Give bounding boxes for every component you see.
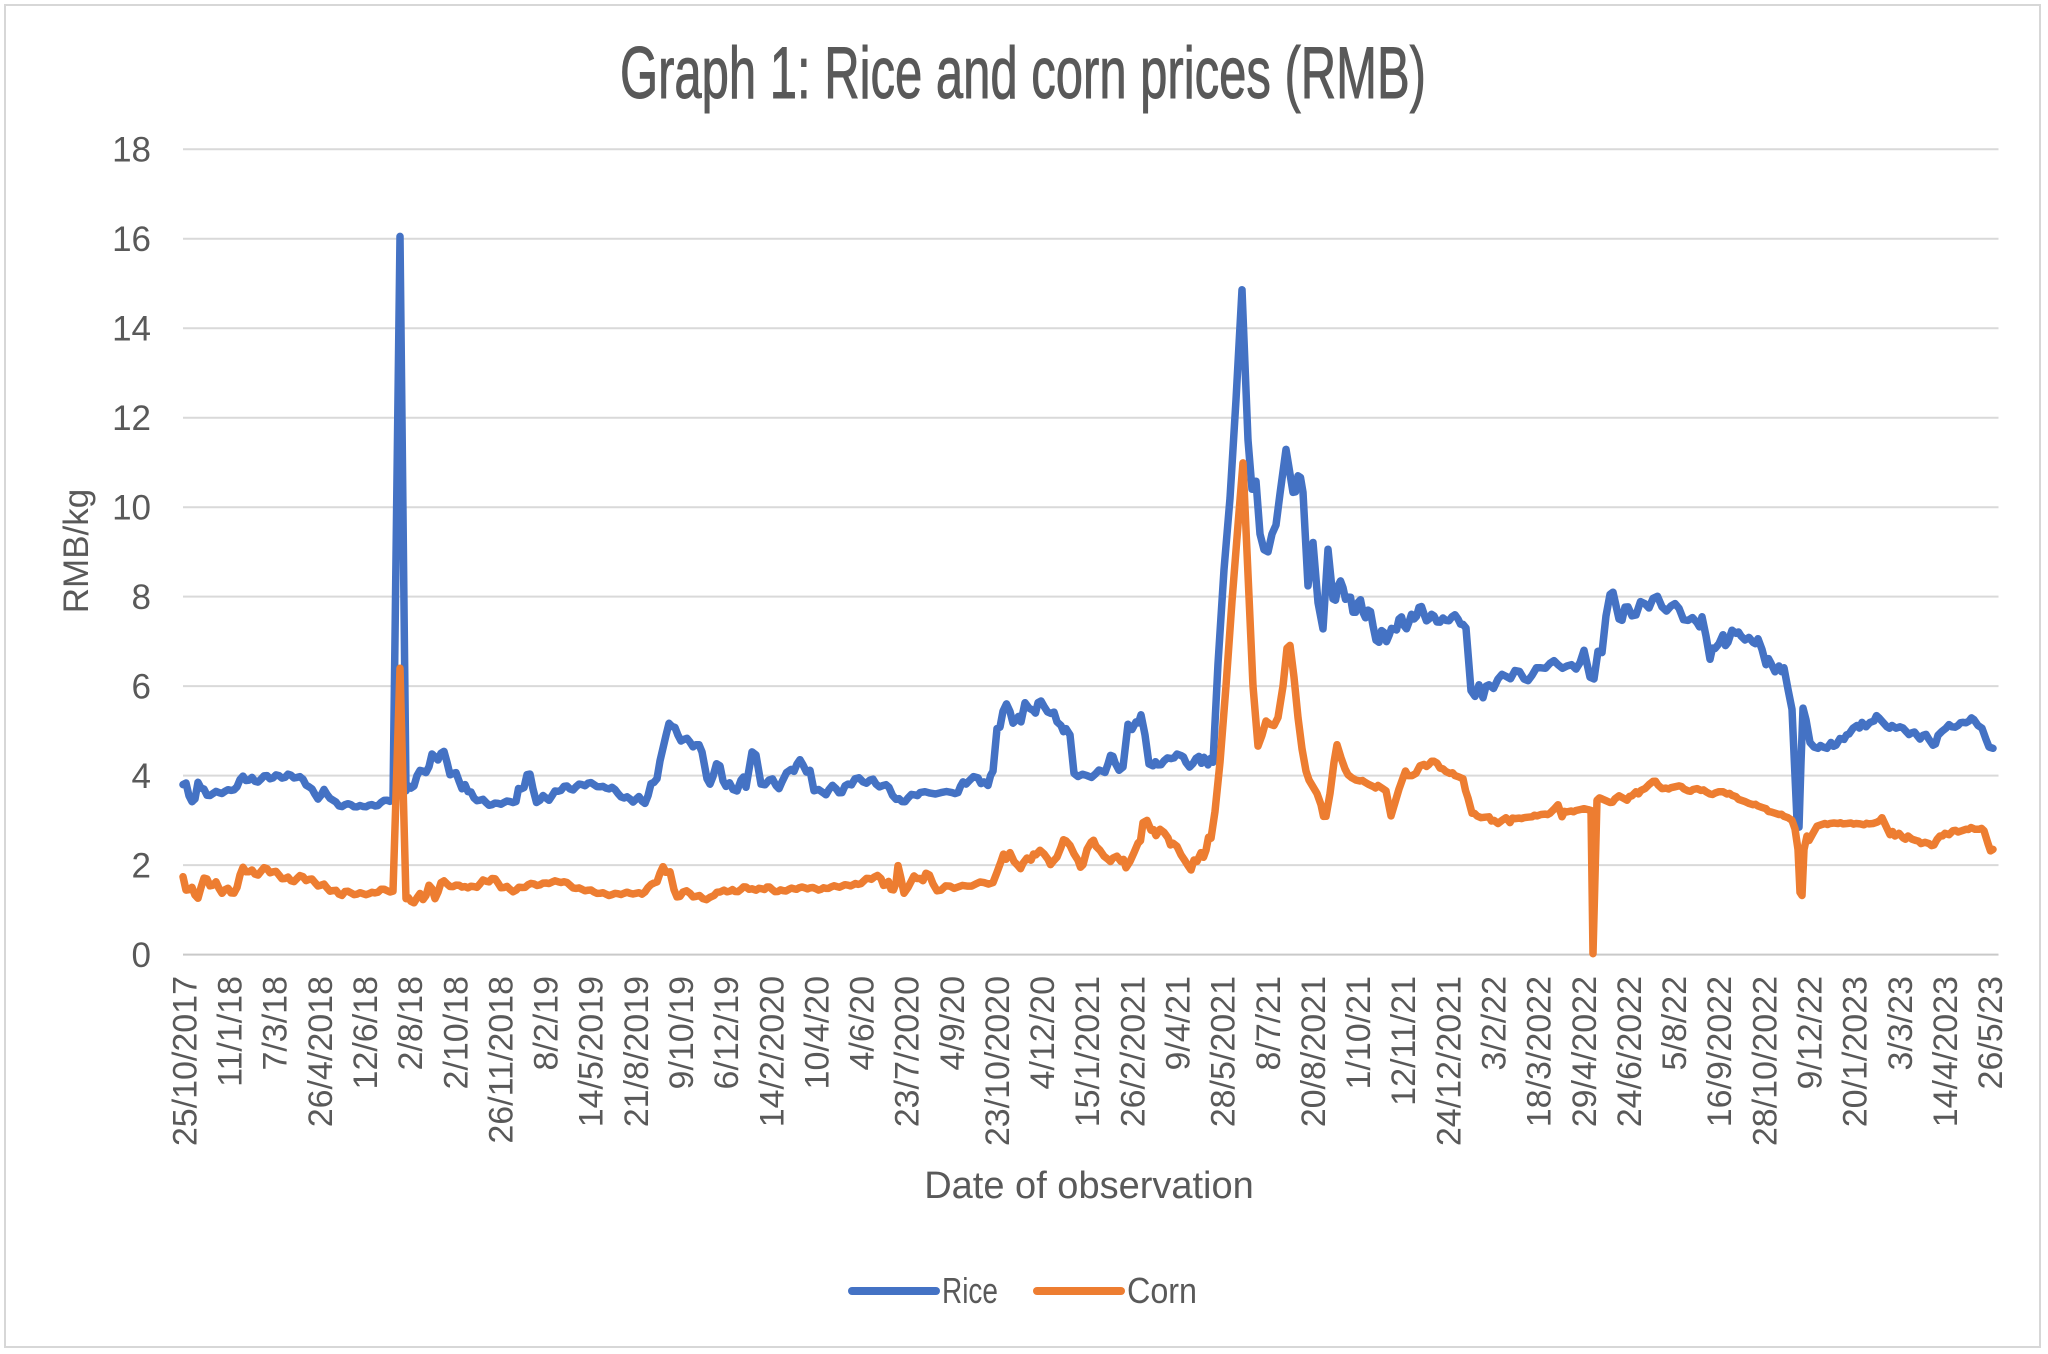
svg-text:8/2/19: 8/2/19 xyxy=(528,976,566,1071)
svg-text:25/10/2017: 25/10/2017 xyxy=(166,976,204,1146)
svg-text:28/5/2021: 28/5/2021 xyxy=(1205,976,1243,1127)
svg-text:8: 8 xyxy=(132,578,151,617)
svg-text:24/6/2022: 24/6/2022 xyxy=(1611,976,1649,1127)
svg-text:28/10/2022: 28/10/2022 xyxy=(1746,976,1784,1146)
svg-text:10/4/20: 10/4/20 xyxy=(798,976,836,1089)
svg-text:16: 16 xyxy=(112,220,151,259)
svg-text:26/5/23: 26/5/23 xyxy=(1972,976,2010,1089)
svg-text:Graph 1: Rice and corn prices: Graph 1: Rice and corn prices (RMB) xyxy=(620,33,1426,114)
svg-text:4/6/20: 4/6/20 xyxy=(844,976,882,1071)
svg-text:8/7/21: 8/7/21 xyxy=(1250,976,1288,1071)
svg-text:Date of observation: Date of observation xyxy=(924,1165,1254,1207)
svg-text:Rice: Rice xyxy=(942,1270,998,1311)
svg-text:0: 0 xyxy=(132,936,151,975)
svg-text:24/12/2021: 24/12/2021 xyxy=(1430,976,1468,1146)
svg-text:4: 4 xyxy=(132,757,151,796)
svg-text:23/7/2020: 23/7/2020 xyxy=(889,976,927,1127)
svg-text:20/8/2021: 20/8/2021 xyxy=(1295,976,1333,1127)
svg-text:16/9/2022: 16/9/2022 xyxy=(1701,976,1739,1127)
svg-text:4/12/20: 4/12/20 xyxy=(1024,976,1062,1089)
svg-text:9/12/22: 9/12/22 xyxy=(1792,976,1830,1089)
svg-text:12/11/21: 12/11/21 xyxy=(1385,976,1423,1106)
svg-text:2: 2 xyxy=(132,846,151,885)
svg-text:14/2/2020: 14/2/2020 xyxy=(753,976,791,1127)
svg-text:21/8/2019: 21/8/2019 xyxy=(618,976,656,1127)
svg-text:3/3/23: 3/3/23 xyxy=(1882,976,1920,1071)
svg-text:15/1/2021: 15/1/2021 xyxy=(1069,976,1107,1127)
svg-text:18: 18 xyxy=(112,130,151,169)
svg-text:12/6/18: 12/6/18 xyxy=(347,976,385,1089)
svg-text:14/5/2019: 14/5/2019 xyxy=(573,976,611,1127)
svg-text:1/10/21: 1/10/21 xyxy=(1340,976,1378,1089)
svg-text:26/2/2021: 26/2/2021 xyxy=(1114,976,1152,1127)
svg-text:2/10/18: 2/10/18 xyxy=(437,976,475,1089)
svg-text:3/2/22: 3/2/22 xyxy=(1476,976,1514,1071)
svg-text:20/1/2023: 20/1/2023 xyxy=(1837,976,1875,1127)
svg-text:6/12/19: 6/12/19 xyxy=(708,976,746,1089)
svg-text:26/11/2018: 26/11/2018 xyxy=(482,976,520,1144)
svg-text:11/1/18: 11/1/18 xyxy=(212,976,250,1087)
svg-text:5/8/22: 5/8/22 xyxy=(1656,976,1694,1071)
svg-text:9/4/21: 9/4/21 xyxy=(1160,976,1198,1071)
svg-text:4/9/20: 4/9/20 xyxy=(934,976,972,1071)
svg-text:18/3/2022: 18/3/2022 xyxy=(1521,976,1559,1127)
svg-text:14: 14 xyxy=(112,309,151,348)
svg-text:14/4/2023: 14/4/2023 xyxy=(1927,976,1965,1127)
svg-text:9/10/19: 9/10/19 xyxy=(663,976,701,1089)
svg-text:7/3/18: 7/3/18 xyxy=(257,976,295,1071)
svg-text:23/10/2020: 23/10/2020 xyxy=(979,976,1017,1146)
svg-text:10: 10 xyxy=(112,488,151,527)
svg-text:29/4/2022: 29/4/2022 xyxy=(1566,976,1604,1127)
svg-text:2/8/18: 2/8/18 xyxy=(392,976,430,1071)
svg-text:6: 6 xyxy=(132,667,151,706)
svg-text:26/4/2018: 26/4/2018 xyxy=(302,976,340,1127)
svg-text:12: 12 xyxy=(112,399,151,438)
svg-text:Corn: Corn xyxy=(1127,1270,1197,1311)
svg-text:RMB/kg: RMB/kg xyxy=(57,489,96,613)
